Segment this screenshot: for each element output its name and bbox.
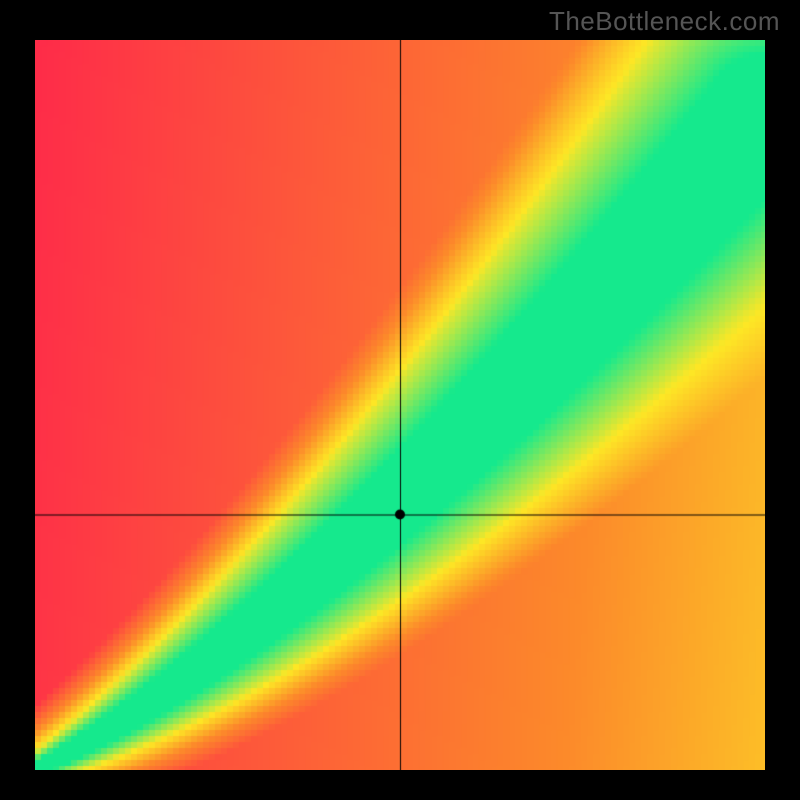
watermark-text: TheBottleneck.com bbox=[549, 6, 780, 37]
chart-container: TheBottleneck.com bbox=[0, 0, 800, 800]
heatmap-canvas bbox=[35, 40, 765, 770]
